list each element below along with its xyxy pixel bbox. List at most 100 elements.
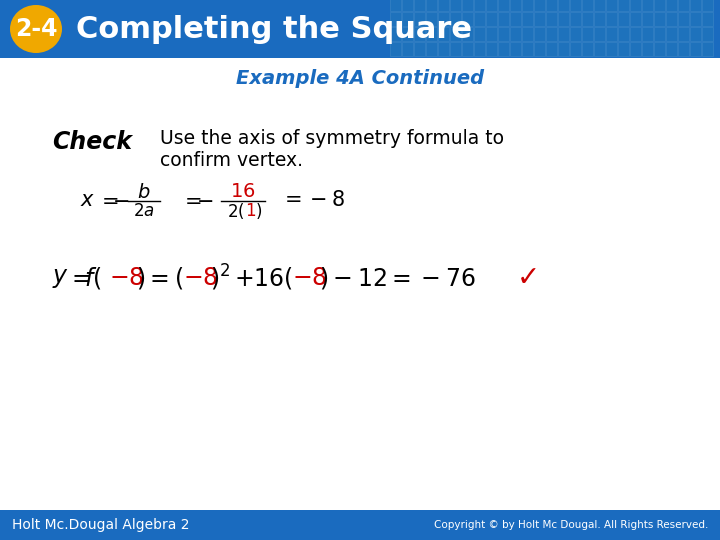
Bar [558, 27, 569, 41]
Bar [450, 42, 461, 56]
Bar [450, 0, 461, 11]
Bar [522, 0, 533, 11]
Text: $-$: $-$ [112, 191, 130, 210]
Bar [630, 27, 641, 41]
Bar [582, 42, 593, 56]
Text: $-8$: $-8$ [183, 266, 218, 290]
Bar [0, 510, 720, 540]
Bar [654, 42, 665, 56]
Bar [546, 12, 557, 26]
Bar [642, 27, 653, 41]
Bar [570, 0, 581, 11]
Text: $)$: $)$ [255, 201, 262, 221]
Bar [606, 0, 617, 11]
Bar [474, 27, 485, 41]
Bar [618, 0, 629, 11]
Bar [690, 42, 701, 56]
Text: Check: Check [52, 130, 132, 154]
Bar [534, 0, 545, 11]
Bar [654, 27, 665, 41]
Text: $) = ($: $) = ($ [136, 265, 184, 291]
Bar [498, 12, 509, 26]
Bar [690, 12, 701, 26]
Text: $= -8$: $= -8$ [280, 190, 345, 210]
Text: Use the axis of symmetry formula to: Use the axis of symmetry formula to [160, 130, 504, 148]
Text: $f($: $f($ [84, 265, 102, 291]
Bar [450, 27, 461, 41]
Bar [558, 12, 569, 26]
Bar [510, 42, 521, 56]
Bar [414, 12, 425, 26]
Bar [666, 0, 677, 11]
Bar [702, 12, 713, 26]
Bar [546, 42, 557, 56]
Bar [582, 27, 593, 41]
Text: $=$: $=$ [67, 267, 91, 289]
Bar [702, 27, 713, 41]
Text: $=$: $=$ [97, 191, 119, 210]
Bar [582, 12, 593, 26]
Bar [498, 27, 509, 41]
Text: $-8$: $-8$ [292, 266, 328, 290]
Bar [558, 42, 569, 56]
Bar [486, 42, 497, 56]
Bar [510, 12, 521, 26]
Bar [606, 42, 617, 56]
Bar [642, 12, 653, 26]
Bar [426, 12, 437, 26]
Bar [390, 12, 401, 26]
Text: 2-4: 2-4 [14, 17, 58, 41]
Text: $y$: $y$ [52, 267, 69, 289]
Bar [462, 42, 473, 56]
Text: $x$: $x$ [80, 191, 95, 210]
Bar [390, 0, 401, 11]
Bar [390, 27, 401, 41]
Text: ✓: ✓ [517, 264, 540, 292]
Text: $+ 16($: $+ 16($ [234, 265, 293, 291]
Bar [678, 27, 689, 41]
Bar [570, 12, 581, 26]
Bar [414, 0, 425, 11]
Bar [618, 42, 629, 56]
Bar [510, 27, 521, 41]
Bar [522, 42, 533, 56]
Bar [690, 27, 701, 41]
Bar [678, 0, 689, 11]
Text: $-8$: $-8$ [109, 266, 144, 290]
Bar [594, 0, 605, 11]
Bar [438, 27, 449, 41]
Bar [462, 0, 473, 11]
Bar [522, 27, 533, 41]
Text: $b$: $b$ [138, 183, 150, 201]
Text: $1$: $1$ [245, 202, 256, 219]
Bar [474, 0, 485, 11]
Bar [402, 42, 413, 56]
Bar [642, 42, 653, 56]
Bar [618, 12, 629, 26]
Bar [630, 42, 641, 56]
Bar [438, 42, 449, 56]
Bar [642, 0, 653, 11]
Bar [414, 27, 425, 41]
Text: $16$: $16$ [230, 183, 256, 201]
Bar [702, 42, 713, 56]
Bar [630, 0, 641, 11]
Bar [438, 12, 449, 26]
Bar [534, 27, 545, 41]
Text: Holt Mc.Dougal Algebra 2: Holt Mc.Dougal Algebra 2 [12, 518, 189, 532]
Bar [486, 27, 497, 41]
Text: Completing the Square: Completing the Square [76, 15, 472, 44]
Bar [474, 12, 485, 26]
Bar [570, 42, 581, 56]
Text: $)^2$: $)^2$ [210, 263, 230, 293]
Bar [630, 12, 641, 26]
Bar [426, 27, 437, 41]
Text: $) - 12 = -76$: $) - 12 = -76$ [319, 265, 476, 291]
Text: $=$: $=$ [180, 191, 202, 210]
Bar [462, 27, 473, 41]
Bar [678, 12, 689, 26]
Bar [390, 42, 401, 56]
Bar [702, 0, 713, 11]
Bar [594, 12, 605, 26]
Text: Example 4A Continued: Example 4A Continued [236, 69, 484, 87]
